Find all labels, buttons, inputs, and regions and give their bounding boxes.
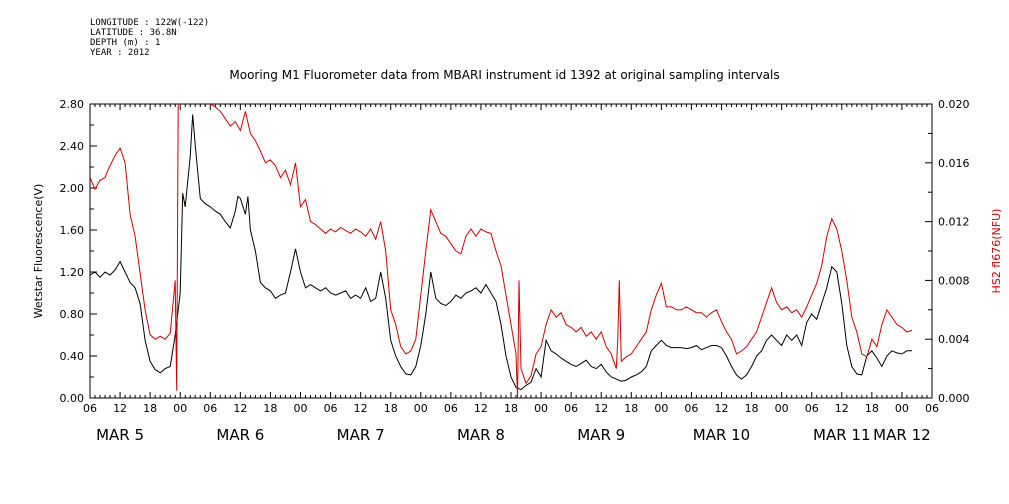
x-tick-label: 12 bbox=[474, 402, 488, 415]
day-label: MAR 7 bbox=[337, 426, 385, 444]
x-tick-label: 18 bbox=[384, 402, 398, 415]
y-right-tick-label: 0.020 bbox=[938, 98, 970, 111]
x-tick-label: 00 bbox=[534, 402, 548, 415]
y-left-tick-label: 0.80 bbox=[60, 308, 85, 321]
x-tick-label: 00 bbox=[173, 402, 187, 415]
day-label: MAR 10 bbox=[693, 426, 750, 444]
x-tick-label: 18 bbox=[745, 402, 759, 415]
day-label: MAR 11 bbox=[813, 426, 870, 444]
y-left-tick-label: 2.80 bbox=[60, 98, 85, 111]
day-label: MAR 5 bbox=[96, 426, 144, 444]
y-left-tick-label: 1.20 bbox=[60, 266, 85, 279]
y-right-tick-label: 0.008 bbox=[938, 274, 970, 287]
y-left-axis-label: Wetstar Fluorescence(V) bbox=[32, 184, 45, 319]
x-tick-label: 06 bbox=[684, 402, 698, 415]
x-tick-label: 06 bbox=[925, 402, 939, 415]
meta-longitude: LONGITUDE : 122W(-122) bbox=[90, 18, 210, 28]
x-tick-label: 00 bbox=[654, 402, 668, 415]
x-tick-label: 06 bbox=[324, 402, 338, 415]
x-tick-label: 00 bbox=[414, 402, 428, 415]
x-tick-label: 06 bbox=[203, 402, 217, 415]
y-left-tick-label: 0.00 bbox=[60, 392, 85, 405]
x-tick-label: 12 bbox=[594, 402, 608, 415]
x-tick-label: 06 bbox=[805, 402, 819, 415]
x-tick-label: 18 bbox=[865, 402, 879, 415]
x-tick-label: 00 bbox=[895, 402, 909, 415]
x-tick-label: 06 bbox=[444, 402, 458, 415]
x-tick-label: 12 bbox=[233, 402, 247, 415]
day-label: MAR 9 bbox=[577, 426, 625, 444]
y-left-tick-label: 1.60 bbox=[60, 224, 85, 237]
x-tick-label: 00 bbox=[775, 402, 789, 415]
y-right-tick-label: 0.016 bbox=[938, 157, 970, 170]
y-right-tick-label: 0.000 bbox=[938, 392, 970, 405]
y-left-tick-label: 2.40 bbox=[60, 140, 85, 153]
x-tick-label: 06 bbox=[564, 402, 578, 415]
x-tick-label: 12 bbox=[715, 402, 729, 415]
y-left-tick-label: 0.40 bbox=[60, 350, 85, 363]
x-tick-label: 12 bbox=[113, 402, 127, 415]
x-tick-label: 18 bbox=[143, 402, 157, 415]
x-tick-label: 12 bbox=[354, 402, 368, 415]
x-tick-label: 18 bbox=[263, 402, 277, 415]
day-label: MAR 8 bbox=[457, 426, 505, 444]
y-right-tick-label: 0.012 bbox=[938, 216, 970, 229]
meta-year: YEAR : 2012 bbox=[90, 48, 150, 58]
x-tick-label: 18 bbox=[624, 402, 638, 415]
x-tick-label: 12 bbox=[835, 402, 849, 415]
day-label: MAR 12 bbox=[873, 426, 930, 444]
series-line-hs2 bbox=[90, 104, 913, 398]
y-left-tick-label: 2.00 bbox=[60, 182, 85, 195]
y-right-axis-label: HS2 fl676(NFU) bbox=[990, 209, 1003, 294]
day-label: MAR 6 bbox=[216, 426, 264, 444]
plot-frame bbox=[89, 103, 933, 399]
x-tick-label: 06 bbox=[83, 402, 97, 415]
meta-depth: DEPTH (m) : 1 bbox=[90, 38, 161, 48]
y-right-tick-label: 0.004 bbox=[938, 333, 970, 346]
chart-title: Mooring M1 Fluorometer data from MBARI i… bbox=[229, 68, 780, 82]
x-tick-label: 18 bbox=[504, 402, 518, 415]
metadata-block: LONGITUDE : 122W(-122) LATITUDE : 36.8N … bbox=[90, 18, 209, 58]
meta-latitude: LATITUDE : 36.8N bbox=[90, 28, 177, 38]
series-line-wetstar bbox=[90, 114, 912, 391]
x-tick-label: 00 bbox=[294, 402, 308, 415]
